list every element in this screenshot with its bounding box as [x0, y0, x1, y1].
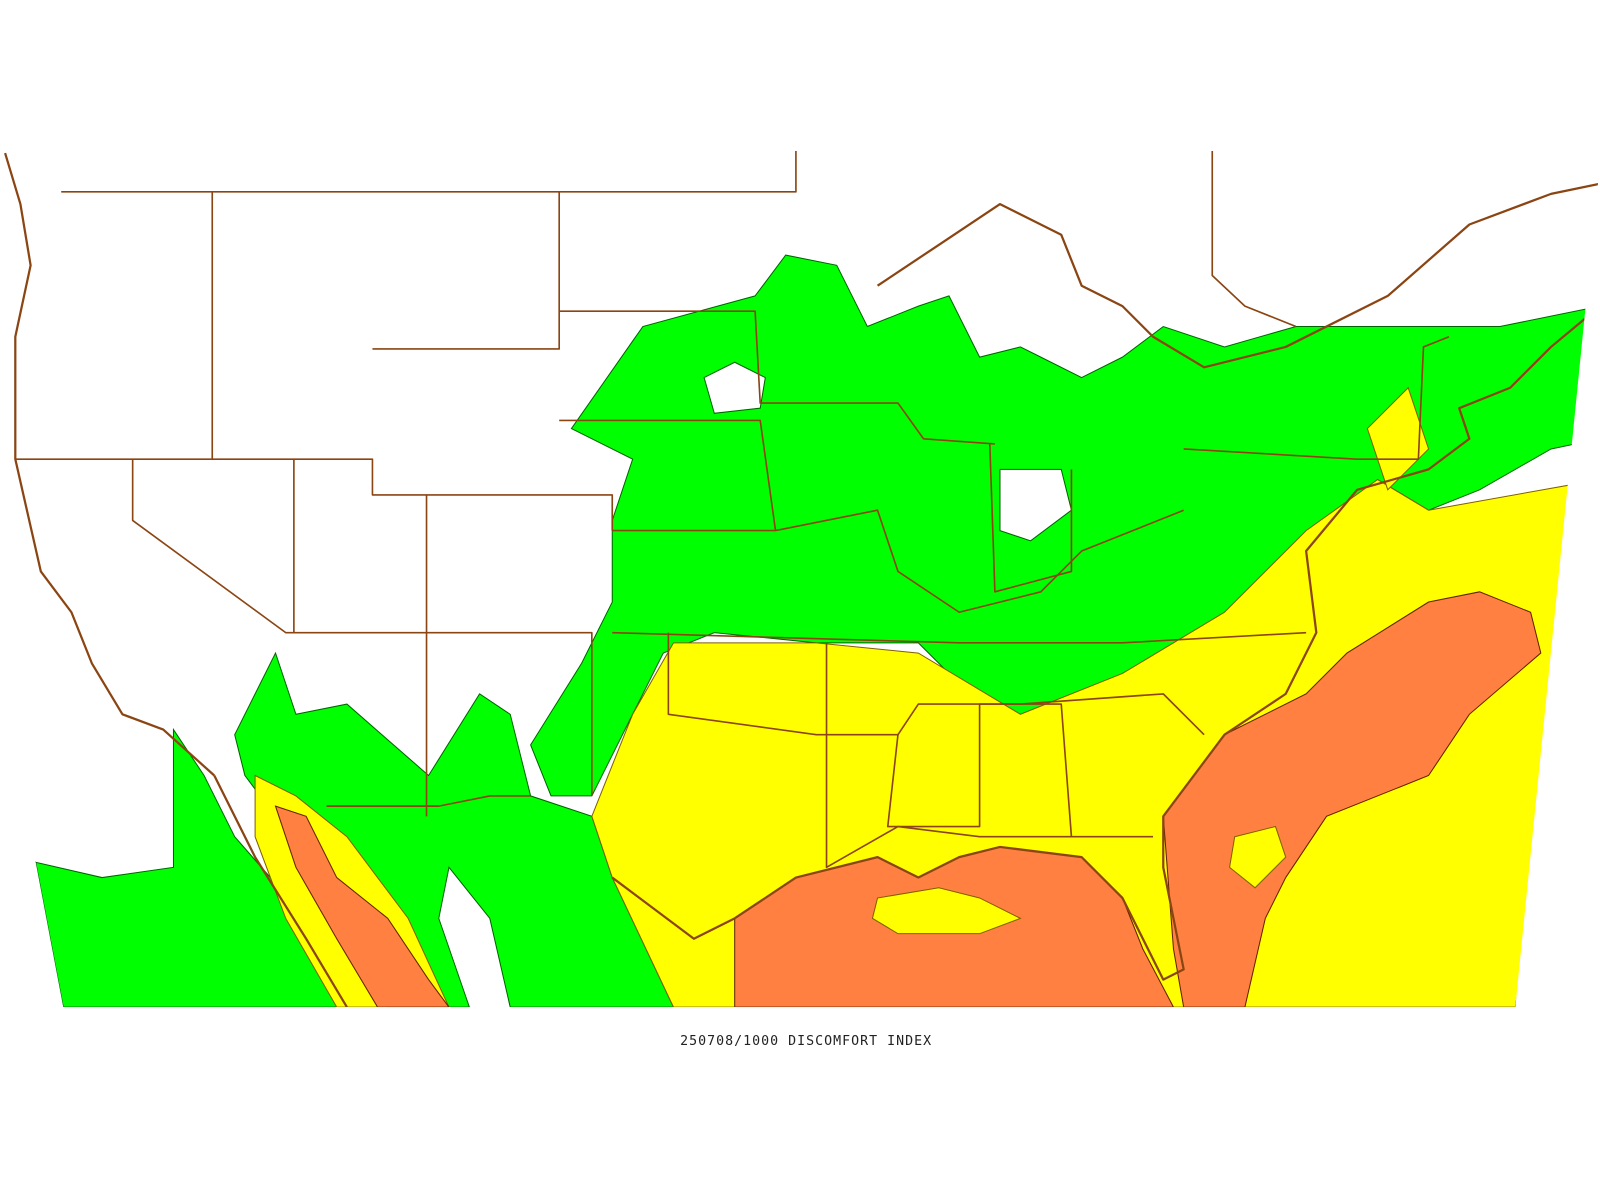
border-line — [372, 191, 560, 350]
green-region — [530, 254, 1600, 797]
border-line — [1183, 335, 1450, 460]
border-line — [612, 631, 1307, 644]
yellow-region — [1229, 825, 1287, 889]
map — [0, 151, 1600, 1008]
border-line — [326, 795, 531, 807]
white-region — [703, 361, 766, 414]
border-line — [131, 459, 593, 796]
border-line — [886, 703, 1073, 837]
border-line — [825, 642, 1154, 869]
orange-region — [274, 805, 450, 1008]
orange-region — [1162, 591, 1542, 1008]
yellow-region — [871, 887, 1022, 935]
yellow-region — [1366, 386, 1430, 491]
border-line — [61, 151, 797, 193]
border-line — [988, 443, 1073, 593]
border-line — [559, 419, 777, 532]
map-caption: 250708/1000 DISCOMFORT INDEX — [680, 1034, 932, 1049]
border-line — [559, 310, 995, 445]
border-line — [15, 458, 614, 531]
border-line — [1211, 151, 1297, 328]
green-region — [35, 727, 338, 1008]
coastline — [4, 152, 216, 777]
coastline — [611, 305, 1600, 981]
coastline — [213, 775, 348, 1008]
border-line — [775, 509, 1184, 614]
coastline — [876, 182, 1600, 369]
white-region — [999, 468, 1073, 542]
border-line — [667, 632, 1205, 736]
